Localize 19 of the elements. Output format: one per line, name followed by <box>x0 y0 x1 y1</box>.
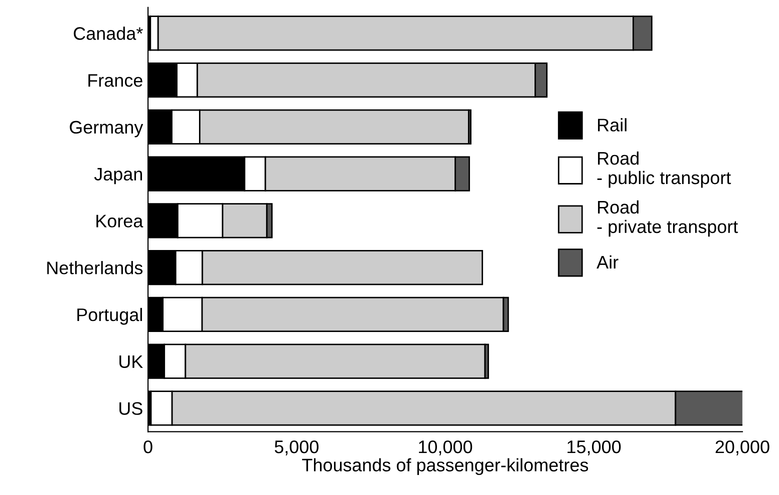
x-tick-label: 5,000 <box>274 440 318 456</box>
legend-label: Road - private transport <box>597 200 738 237</box>
y-tick-label: France <box>88 74 142 87</box>
legend-label: Rail <box>598 118 626 132</box>
y-tick-label: Portugal <box>77 308 142 325</box>
y-tick-label: Canada* <box>74 26 143 40</box>
y-tick-label: US <box>119 402 142 415</box>
x-tick-label: 10,000 <box>418 440 472 456</box>
x-tick-label: 20,000 <box>716 440 770 456</box>
y-tick-label: Netherlands <box>47 261 143 274</box>
legend-label: Air <box>596 255 618 268</box>
x-tick-label: 15,000 <box>568 440 621 456</box>
x-tick-label: 0 <box>144 440 152 454</box>
legend-label: Road - public transport <box>597 151 731 188</box>
x-axis-title: Thousands of passenger-kilometres <box>302 458 588 476</box>
y-tick-label: Korea <box>96 214 144 228</box>
y-tick-label: Germany <box>70 120 144 138</box>
y-tick-label: Japan <box>94 168 142 184</box>
y-tick-label: UK <box>119 355 143 368</box>
